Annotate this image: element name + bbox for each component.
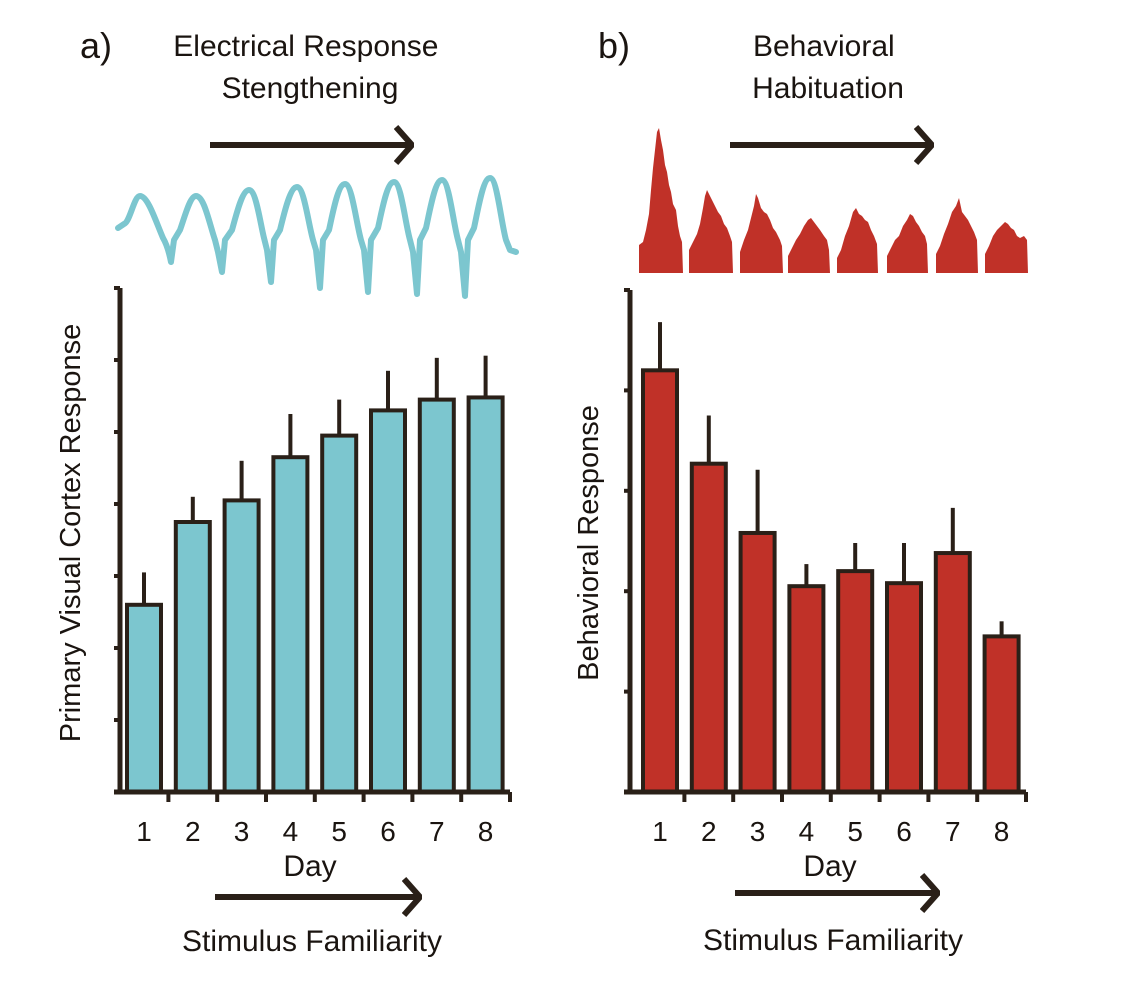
panel-b-activity-illustration: [639, 128, 1028, 273]
activity-burst-2: [689, 190, 733, 273]
panel-a-x-tick-label: 6: [380, 816, 396, 847]
panel-b: b) Behavioral Habituation Behavioral Res…: [573, 25, 1028, 957]
activity-burst-7: [936, 198, 978, 273]
panel-a-bar-day-1: [125, 602, 163, 794]
panel-b-bar-day-4: [787, 584, 826, 794]
panel-b-bar-day-6: [885, 581, 923, 795]
panel-b-bar-day-7: [933, 551, 972, 794]
panel-a-bar-day-6: [369, 408, 407, 794]
panel-b-bar-day-2: [689, 461, 728, 794]
panel-a-plot-area: 1 2 3 4 5 6 7 8: [114, 286, 512, 847]
panel-b-bottom-label: Stimulus Familiarity: [703, 924, 963, 957]
panel-a-title-line-1: Electrical Response: [173, 30, 438, 63]
panel-b-x-tick-label: 1: [652, 816, 668, 847]
panel-b-x-axis-label: Day: [803, 850, 856, 883]
activity-burst-5: [837, 208, 878, 273]
panel-b-bar-day-5: [836, 569, 875, 794]
panel-b-x-tick-label: 6: [896, 816, 912, 847]
panel-b-x-tick-label: 3: [750, 816, 766, 847]
panel-a-x-tick-label: 5: [331, 816, 347, 847]
panel-a-x-tick-label: 1: [136, 816, 152, 847]
panel-b-bar-day-8: [982, 634, 1021, 794]
panel-a-x-tick-label: 2: [185, 816, 201, 847]
panel-a: a) Electrical Response Stengthening Prim…: [55, 25, 519, 958]
panel-b-plot-area: 1 2 3 4 5 6 7 8: [624, 288, 1028, 847]
panel-b-title: Behavioral Habituation: [752, 30, 904, 105]
panel-a-bar-day-2: [173, 520, 212, 794]
panel-a-x-axis-label: Day: [283, 850, 336, 883]
panel-b-x-tick-label: 2: [701, 816, 717, 847]
panel-a-bar-day-3: [222, 498, 261, 794]
activity-burst-1: [639, 128, 683, 273]
panel-b-bar-day-3: [738, 530, 777, 795]
panel-a-x-tick-label: 3: [234, 816, 250, 847]
panel-b-title-line-1: Behavioral: [753, 30, 895, 63]
activity-burst-8: [985, 222, 1028, 273]
panel-b-bar-day-1: [641, 368, 679, 794]
panel-b-x-tick-label: 5: [847, 816, 863, 847]
panel-a-waveform-illustration: [115, 175, 519, 299]
panel-b-title-line-2: Habituation: [752, 72, 904, 105]
activity-burst-3: [740, 194, 783, 273]
panel-a-bar-day-5: [320, 433, 359, 794]
panel-a-title-line-2: Stengthening: [222, 72, 399, 105]
panel-b-x-tick-label: 7: [945, 816, 961, 847]
panel-a-x-tick-label: 8: [478, 816, 494, 847]
panel-b-y-axis-label: Behavioral Response: [573, 405, 605, 681]
panel-a-x-tick-label: 7: [429, 816, 445, 847]
panel-a-bar-day-8: [466, 395, 505, 794]
panel-b-label: b): [598, 25, 630, 66]
panel-b-x-tick-label: 4: [799, 816, 815, 847]
panel-a-label: a): [80, 25, 112, 66]
panel-b-x-tick-label: 8: [994, 816, 1010, 847]
panel-a-bar-day-7: [417, 397, 456, 794]
panel-a-x-tick-label: 4: [283, 816, 299, 847]
panel-a-bottom-label: Stimulus Familiarity: [182, 925, 442, 958]
activity-burst-6: [887, 214, 928, 273]
panel-a-y-axis-label: Primary Visual Cortex Response: [55, 324, 87, 743]
panel-a-title: Electrical Response Stengthening: [173, 30, 446, 105]
activity-burst-4: [788, 218, 830, 273]
panel-a-bar-day-4: [271, 455, 310, 794]
